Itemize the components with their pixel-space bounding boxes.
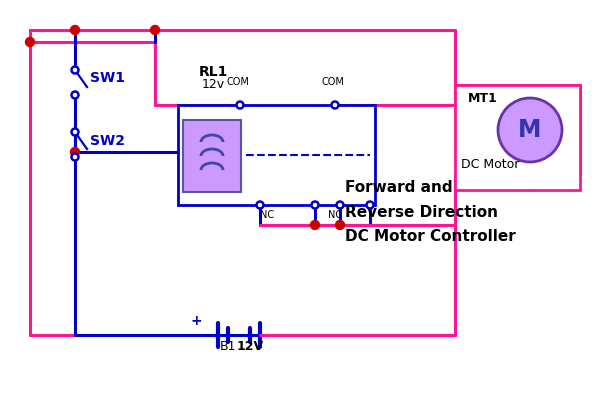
Circle shape bbox=[236, 102, 244, 108]
Circle shape bbox=[71, 128, 79, 136]
Circle shape bbox=[71, 154, 79, 160]
Text: RL1: RL1 bbox=[199, 65, 227, 79]
Text: SW2: SW2 bbox=[90, 134, 125, 148]
Circle shape bbox=[71, 148, 79, 156]
Text: M: M bbox=[518, 118, 542, 142]
Bar bbox=[455, 85, 580, 190]
Circle shape bbox=[257, 202, 263, 208]
Bar bbox=[178, 105, 375, 205]
Text: MT1: MT1 bbox=[468, 92, 498, 105]
Text: +: + bbox=[190, 314, 202, 328]
Circle shape bbox=[337, 202, 343, 208]
Circle shape bbox=[335, 220, 344, 230]
Circle shape bbox=[25, 38, 35, 46]
Circle shape bbox=[311, 202, 319, 208]
Circle shape bbox=[367, 202, 373, 208]
Text: COM: COM bbox=[322, 77, 344, 87]
Text: SW1: SW1 bbox=[90, 71, 125, 85]
Text: NC: NC bbox=[328, 210, 342, 220]
Circle shape bbox=[71, 92, 79, 98]
Text: DC Motor: DC Motor bbox=[461, 158, 519, 171]
Text: COM: COM bbox=[227, 77, 250, 87]
Bar bbox=[183, 120, 241, 192]
Text: 12v: 12v bbox=[202, 78, 224, 91]
Circle shape bbox=[71, 26, 79, 34]
Circle shape bbox=[151, 26, 160, 34]
Circle shape bbox=[311, 220, 320, 230]
Text: B1: B1 bbox=[220, 340, 236, 353]
Text: Forward and
Reverse Direction
DC Motor Controller: Forward and Reverse Direction DC Motor C… bbox=[345, 180, 516, 244]
Circle shape bbox=[331, 102, 338, 108]
Circle shape bbox=[71, 66, 79, 74]
Text: 12V: 12V bbox=[236, 340, 263, 353]
Circle shape bbox=[498, 98, 562, 162]
Text: NC: NC bbox=[260, 210, 274, 220]
